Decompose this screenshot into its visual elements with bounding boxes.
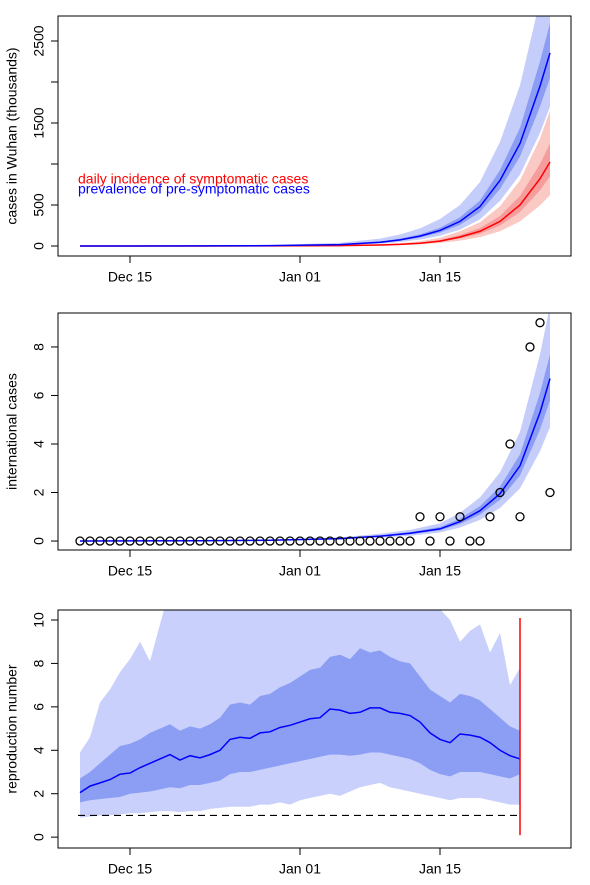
- data-point: [205, 536, 215, 546]
- legend-entry: prevalence of pre-symptomatic cases: [78, 181, 310, 197]
- data-point: [365, 536, 375, 546]
- data-point: [505, 439, 515, 449]
- data-point: [215, 536, 225, 546]
- y-tick-label: 1500: [31, 107, 47, 138]
- line: [80, 52, 551, 247]
- data-point: [475, 536, 485, 546]
- x-tick-label: Jan 15: [419, 269, 461, 285]
- data-point: [225, 536, 235, 546]
- data-point: [275, 536, 285, 546]
- y-tick-label: 0: [31, 833, 47, 841]
- y-tick-label: 10: [31, 612, 47, 628]
- data-point: [425, 536, 435, 546]
- data-point: [355, 536, 365, 546]
- data-point: [305, 536, 315, 546]
- band: [80, 313, 550, 542]
- band: [80, 354, 550, 542]
- band: [80, 648, 520, 803]
- line: [79, 378, 551, 542]
- data-point: [95, 536, 105, 546]
- data-point: [325, 536, 335, 546]
- y-tick-label: 8: [31, 659, 47, 667]
- data-point: [345, 536, 355, 546]
- y-axis-title: international cases: [4, 373, 20, 490]
- y-tick-label: 2: [31, 488, 47, 496]
- y-tick-label: 0: [31, 537, 47, 545]
- x-tick-label: Jan 15: [419, 861, 461, 877]
- data-point: [285, 536, 295, 546]
- y-tick-label: 0: [31, 242, 47, 250]
- data-point: [195, 536, 205, 546]
- data-point: [375, 536, 385, 546]
- x-tick-label: Dec 15: [108, 861, 153, 877]
- x-tick-label: Dec 15: [108, 563, 153, 579]
- y-tick-label: 6: [31, 391, 47, 399]
- line: [79, 707, 521, 794]
- plot-frame: [57, 15, 572, 257]
- plot-area: [75, 313, 555, 546]
- data-point: [115, 536, 125, 546]
- y-tick-label: 4: [31, 440, 47, 448]
- data-point: [485, 512, 495, 522]
- y-axis-title: cases in Wuhan (thousands): [4, 47, 20, 224]
- y-tick-label: 6: [31, 703, 47, 711]
- data-point: [125, 536, 135, 546]
- y-tick-label: 2: [31, 790, 47, 798]
- data-point: [335, 536, 345, 546]
- data-point: [245, 536, 255, 546]
- data-point: [85, 536, 95, 546]
- x-tick-label: Jan 01: [279, 563, 321, 579]
- data-point: [395, 536, 405, 546]
- data-point: [495, 487, 505, 498]
- x-tick-label: Jan 01: [279, 269, 321, 285]
- y-axis-title: reproduction number: [4, 664, 20, 794]
- data-point: [315, 536, 325, 546]
- data-point: [435, 512, 445, 522]
- data-point: [545, 487, 555, 498]
- plot-area: [79, 610, 521, 818]
- legend-entry: daily incidence of symptomatic cases: [78, 171, 308, 187]
- x-tick-label: Dec 15: [108, 269, 153, 285]
- data-point: [525, 342, 535, 352]
- y-tick-label: 8: [31, 343, 47, 351]
- data-point: [255, 536, 265, 546]
- data-point: [415, 512, 425, 522]
- data-point: [515, 512, 525, 522]
- data-point: [405, 536, 415, 546]
- data-point: [445, 536, 455, 546]
- data-point: [145, 536, 155, 546]
- data-point: [135, 536, 145, 546]
- data-point: [105, 536, 115, 546]
- y-tick-label: 4: [31, 746, 47, 754]
- y-tick-label: 500: [31, 193, 47, 217]
- data-point: [235, 536, 245, 546]
- data-point: [185, 536, 195, 546]
- data-point: [265, 536, 275, 546]
- plot-frame: [57, 312, 572, 551]
- data-point: [155, 536, 165, 546]
- plot-area: [80, 16, 551, 247]
- data-point: [385, 536, 395, 546]
- data-point: [295, 536, 305, 546]
- plot-frame: [57, 609, 572, 849]
- data-point: [165, 536, 175, 546]
- data-point: [175, 536, 185, 546]
- data-point: [535, 318, 545, 328]
- x-tick-label: Jan 15: [419, 563, 461, 579]
- x-tick-label: Jan 01: [279, 861, 321, 877]
- data-point: [465, 536, 475, 546]
- data-point: [455, 512, 465, 522]
- y-tick-label: 2500: [31, 25, 47, 56]
- data-point: [75, 536, 85, 546]
